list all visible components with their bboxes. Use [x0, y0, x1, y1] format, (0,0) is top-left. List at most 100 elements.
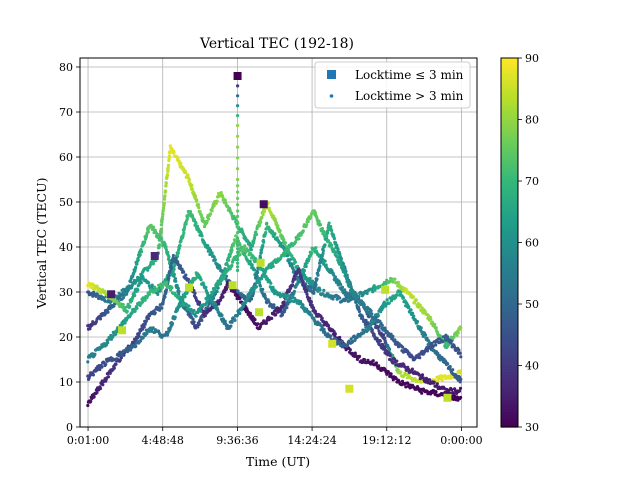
data-point	[275, 236, 279, 240]
data-point	[94, 320, 98, 324]
data-point	[321, 251, 325, 255]
data-point	[288, 258, 292, 262]
colorbar-segment	[501, 184, 518, 188]
data-point	[217, 302, 221, 306]
data-point	[389, 332, 393, 336]
colorbar-segment	[501, 245, 518, 250]
data-point	[197, 322, 201, 326]
data-point	[86, 360, 90, 364]
data-point	[199, 278, 203, 282]
data-point	[138, 253, 142, 257]
data-point	[212, 204, 216, 208]
data-point	[236, 225, 240, 229]
colorbar-segment	[501, 380, 518, 385]
data-point	[202, 282, 206, 287]
data-point	[369, 309, 373, 313]
data-point	[443, 374, 447, 378]
data-point	[106, 341, 110, 345]
colorbar-tick-label: 90	[525, 52, 539, 65]
data-point	[236, 209, 240, 213]
data-point	[284, 251, 288, 255]
data-point	[378, 339, 382, 343]
colorbar-segment	[501, 211, 518, 216]
data-point	[236, 190, 240, 194]
data-point	[256, 322, 260, 326]
colorbar-segment	[501, 165, 518, 170]
data-point	[236, 177, 240, 182]
data-point	[236, 258, 240, 262]
data-point	[264, 231, 268, 235]
colorbar-segment	[501, 144, 518, 148]
x-axis-label: Time (UT)	[246, 454, 310, 469]
data-point	[133, 293, 137, 298]
data-point	[173, 315, 177, 319]
data-point	[236, 203, 240, 207]
data-point	[418, 356, 422, 360]
colorbar-tick-label: 80	[525, 114, 539, 127]
data-point	[164, 181, 168, 185]
data-point	[420, 391, 424, 395]
data-point	[283, 292, 287, 296]
data-point	[374, 361, 379, 365]
data-point	[221, 195, 225, 199]
locktime-short-markers	[107, 72, 452, 402]
data-point	[290, 263, 294, 267]
data-point	[307, 257, 311, 261]
data-point	[274, 221, 278, 225]
data-point	[95, 368, 99, 372]
data-point	[147, 292, 151, 296]
data-point	[204, 285, 208, 289]
colorbar-segment	[501, 94, 518, 99]
data-point	[133, 309, 137, 313]
data-point	[121, 296, 125, 300]
data-point	[166, 250, 170, 255]
data-point	[135, 306, 139, 310]
data-point	[153, 311, 157, 315]
data-point	[182, 270, 186, 274]
colorbar-segment	[501, 362, 518, 367]
data-point	[382, 333, 386, 337]
data-point	[252, 268, 257, 272]
colorbar-segment	[501, 85, 518, 90]
data-point	[125, 309, 129, 313]
data-point	[299, 274, 303, 278]
data-point	[261, 287, 265, 291]
colorbar-segment	[501, 316, 518, 320]
legend: Locktime ≤ 3 min Locktime > 3 min	[314, 61, 471, 109]
data-point	[361, 360, 365, 364]
data-point	[290, 254, 294, 258]
data-point	[89, 399, 93, 403]
colorbar-segment	[501, 162, 518, 167]
data-point	[425, 349, 430, 353]
data-point	[169, 266, 173, 270]
data-point	[459, 377, 463, 381]
data-point	[322, 327, 326, 331]
data-point	[395, 293, 399, 297]
data-point	[458, 351, 462, 355]
data-point	[114, 362, 118, 366]
y-tick-label: 60	[59, 151, 73, 164]
data-point	[249, 248, 253, 252]
data-point	[407, 305, 411, 309]
data-point	[387, 347, 392, 351]
data-point	[249, 297, 254, 301]
data-point	[374, 315, 378, 319]
colorbar-segment	[501, 199, 518, 204]
data-point	[448, 365, 452, 369]
data-point	[218, 266, 222, 270]
colorbar-segment	[501, 353, 518, 357]
data-point	[254, 285, 258, 289]
colorbar-segment	[501, 270, 518, 274]
colorbar-segment	[501, 97, 518, 102]
data-point	[348, 284, 352, 289]
data-point	[360, 315, 365, 319]
data-point	[167, 276, 171, 280]
square-marker-11	[381, 285, 390, 294]
data-point	[176, 260, 180, 264]
data-point	[338, 335, 342, 340]
data-point	[329, 225, 333, 229]
data-point	[236, 289, 240, 293]
data-point	[135, 262, 139, 266]
colorbar-segment	[501, 137, 518, 142]
